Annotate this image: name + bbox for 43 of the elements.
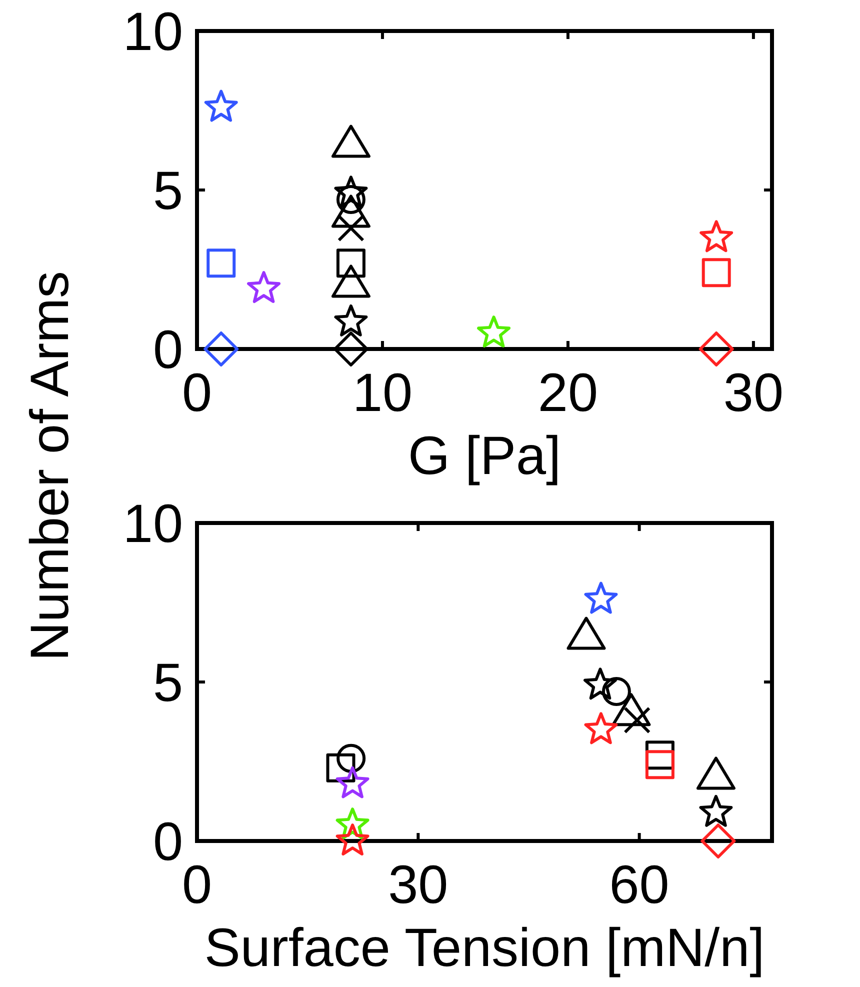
point	[336, 744, 366, 773]
point	[334, 304, 368, 336]
point	[699, 794, 733, 827]
x-axis-title: G [Pa]	[408, 426, 562, 486]
point	[698, 332, 734, 366]
y-tick-label: 5	[152, 161, 183, 221]
y-tick-label: 5	[152, 653, 183, 713]
point	[334, 176, 368, 208]
point	[696, 756, 736, 790]
point	[612, 693, 651, 726]
y-tick-label: 10	[122, 2, 183, 62]
y-tick-label: 10	[122, 494, 183, 554]
x-tick-label: 10	[352, 363, 413, 423]
point	[204, 332, 239, 366]
point	[700, 220, 734, 252]
x-tick-label: 30	[723, 363, 784, 423]
point	[333, 332, 368, 366]
point	[247, 271, 280, 304]
x-axis-title: Surface Tension [mN/n]	[204, 918, 765, 978]
point	[331, 124, 370, 158]
point	[584, 668, 617, 700]
x-tick-label: 20	[538, 363, 598, 423]
point	[336, 248, 366, 278]
point	[477, 316, 510, 348]
point	[204, 90, 238, 122]
x-tick-label: 30	[388, 855, 448, 915]
point	[206, 248, 236, 278]
x-tick-label: 60	[609, 855, 670, 915]
point	[702, 258, 731, 288]
point	[336, 766, 370, 798]
point	[700, 824, 736, 858]
point	[331, 194, 370, 228]
point	[645, 750, 674, 780]
y-axis-title: Number of Arms	[20, 270, 80, 662]
point	[331, 264, 370, 298]
point	[602, 677, 631, 706]
point	[584, 712, 618, 744]
point	[336, 824, 370, 856]
point	[337, 214, 364, 242]
y-tick-label: 0	[152, 320, 183, 380]
point	[584, 582, 618, 614]
point	[566, 616, 606, 650]
y-tick-label: 0	[152, 812, 183, 872]
